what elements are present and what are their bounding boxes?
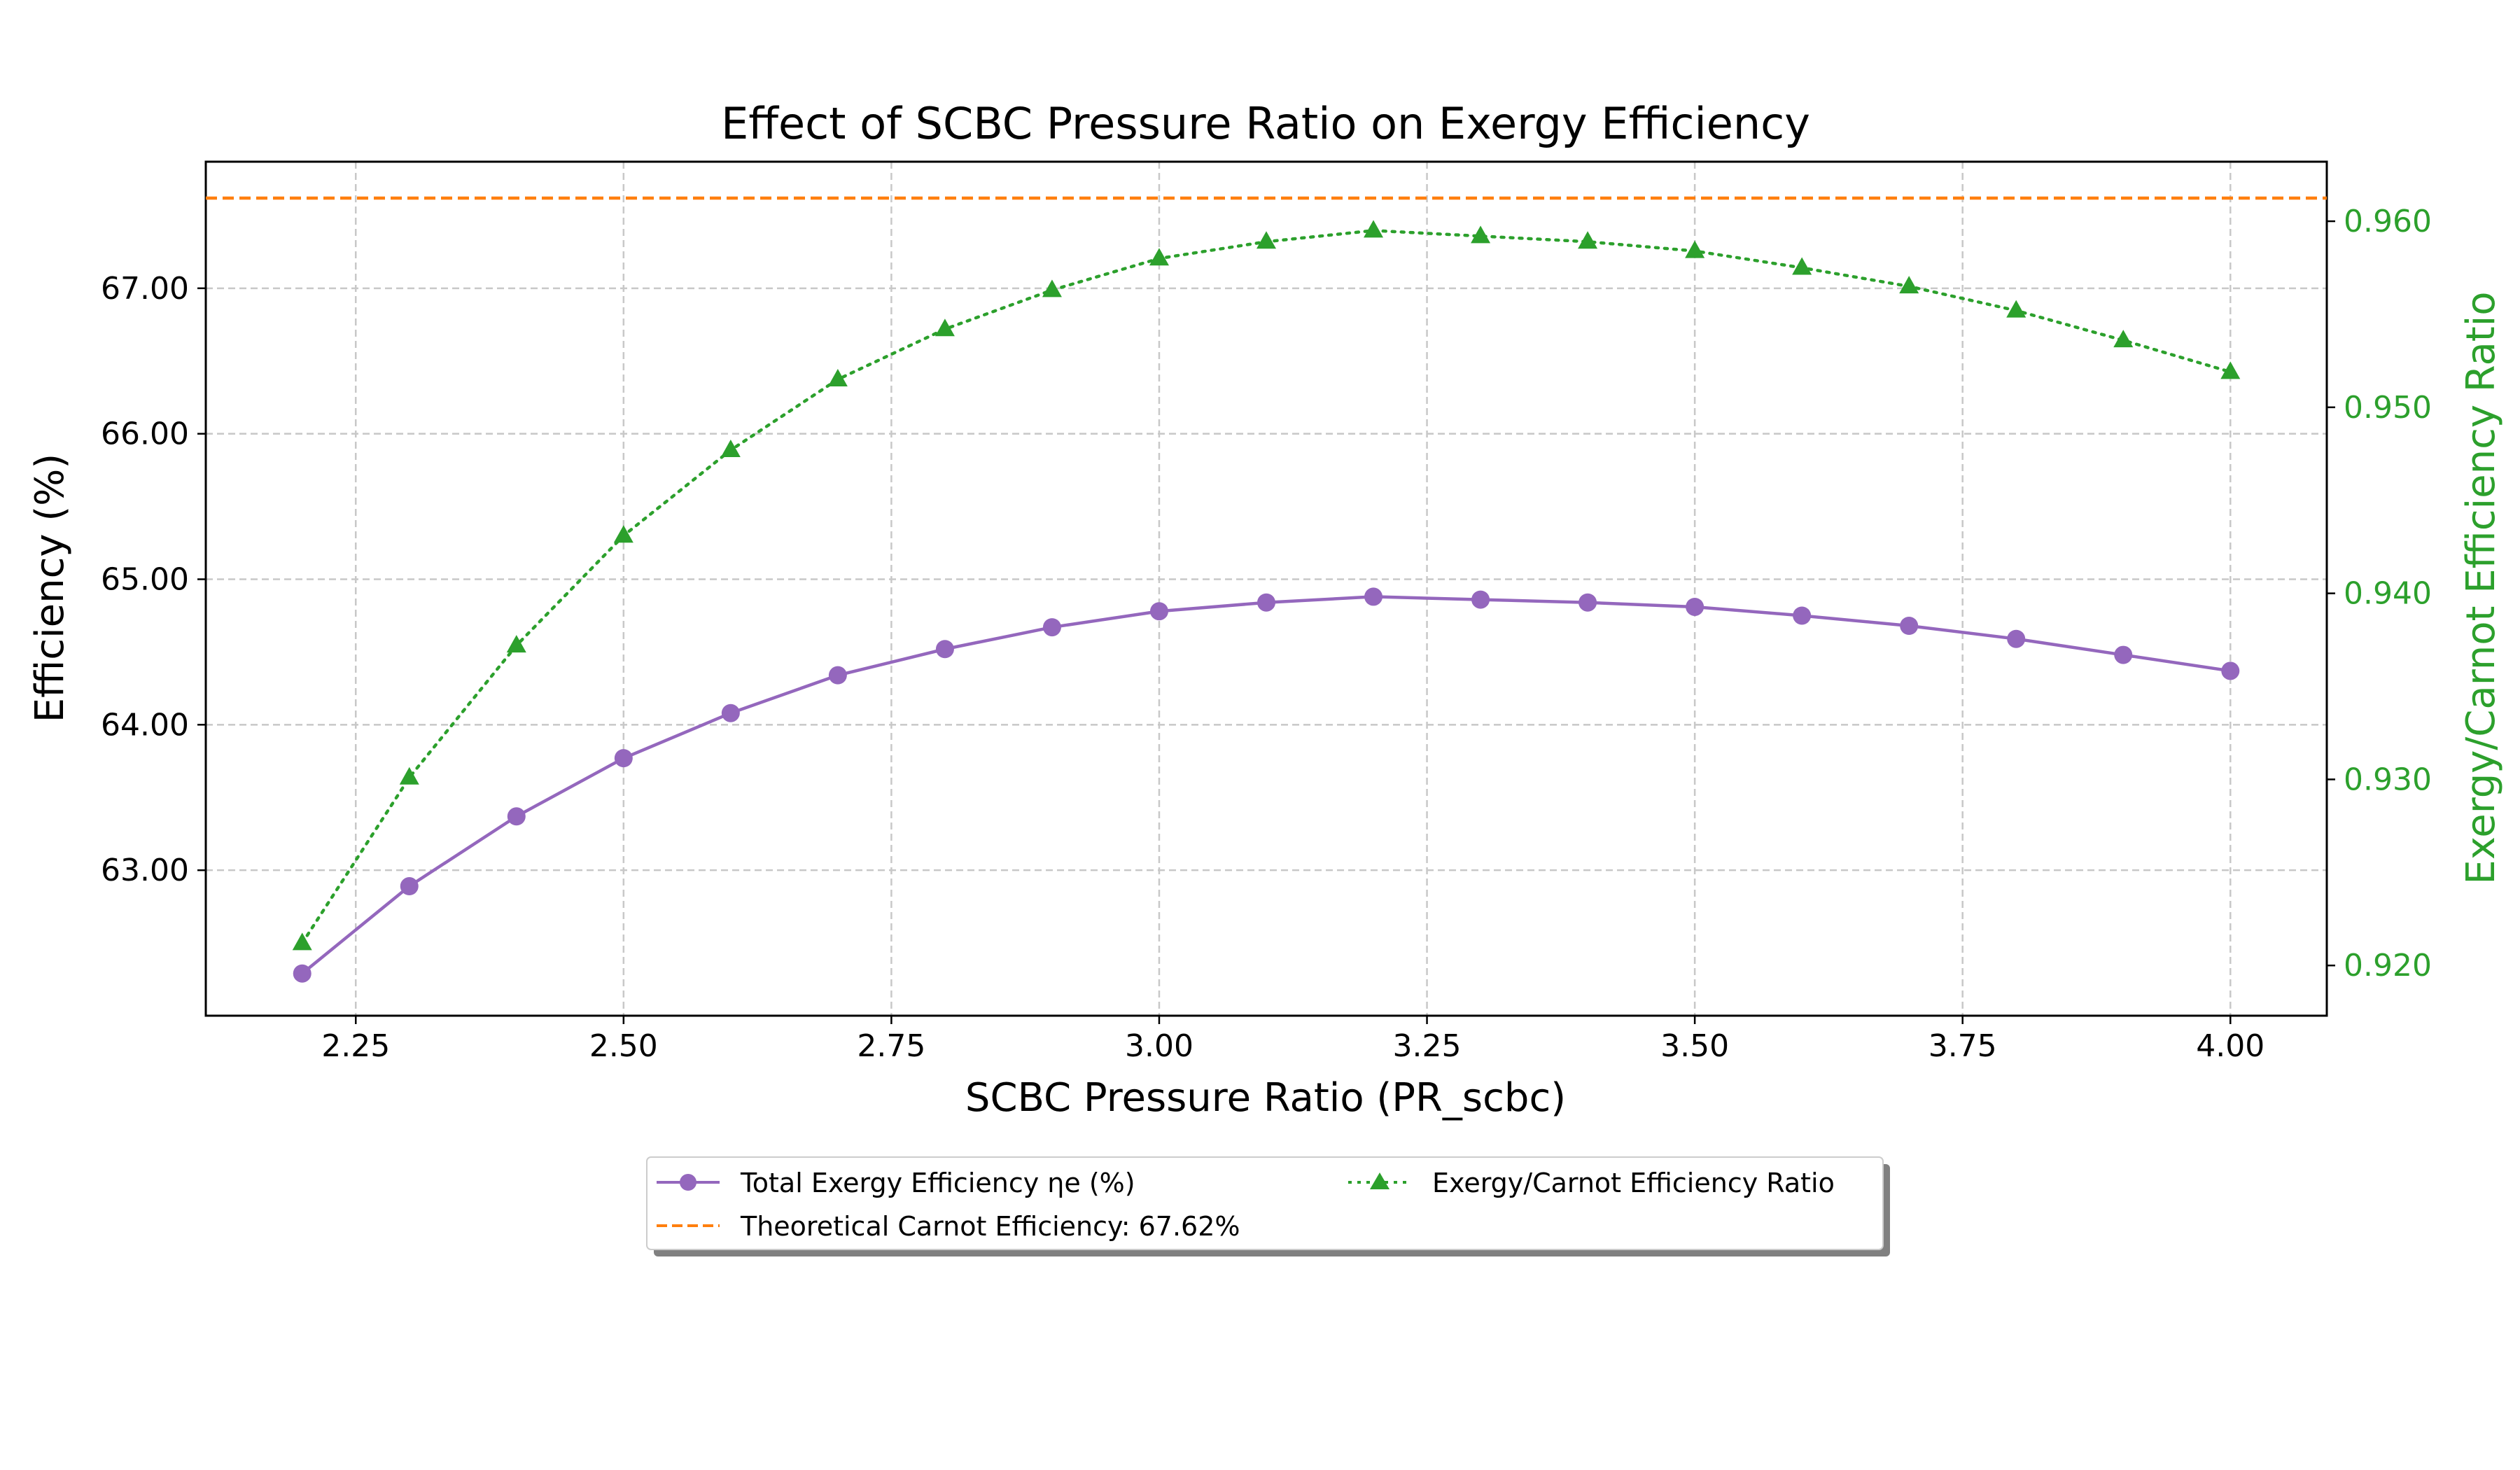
ratio-point — [2220, 361, 2241, 379]
plot-area-frame — [204, 160, 2328, 1017]
ratio-point — [506, 635, 526, 653]
right-y-tick-label: 0.950 — [2344, 390, 2432, 426]
legend-label-carnot: Theoretical Carnot Efficiency: 67.62% — [740, 1211, 1240, 1242]
exergy-point — [1900, 616, 1919, 635]
ratio-point — [1899, 276, 1919, 294]
exergy-point — [1364, 587, 1383, 606]
left-y-tick-label: 64.00 — [101, 707, 189, 743]
legend-label-ratio: Exergy/Carnot Efficiency Ratio — [1432, 1168, 1835, 1198]
right-y-axis-ticks: 0.920 0.930 0.940 0.950 0.960 — [2327, 204, 2432, 983]
x-tick-label: 3.50 — [1660, 1028, 1729, 1064]
exergy-point — [400, 877, 419, 896]
legend: Total Exergy Efficiency ηe (%) Theoretic… — [646, 1156, 1890, 1256]
x-tick-label: 2.50 — [589, 1028, 658, 1064]
exergy-point — [1257, 593, 1275, 612]
ratio-point — [1042, 279, 1062, 298]
right-y-axis-label: Exergy/Carnot Efficiency Ratio — [2458, 291, 2504, 884]
x-tick-label: 3.00 — [1125, 1028, 1194, 1064]
x-tick-label: 3.25 — [1393, 1028, 1462, 1064]
x-tick-label: 3.75 — [1928, 1028, 1997, 1064]
exergy-point — [507, 807, 526, 826]
exergy-point — [2114, 645, 2133, 664]
exergy-point — [721, 704, 740, 722]
exergy-point — [1793, 606, 1812, 625]
exergy-point — [1149, 602, 1168, 621]
series-layer — [206, 196, 2327, 983]
left-y-axis-label: Efficiency (%) — [27, 454, 73, 722]
exergy-point — [2221, 662, 2240, 680]
left-y-tick-label: 67.00 — [101, 271, 189, 307]
exergy-point — [2007, 629, 2026, 648]
exergy-point — [1471, 590, 1490, 609]
left-y-tick-label: 63.00 — [101, 853, 189, 888]
x-tick-label: 2.25 — [321, 1028, 390, 1064]
exergy-point — [614, 749, 633, 768]
legend-box — [646, 1156, 1884, 1250]
ratio-point — [1364, 220, 1384, 238]
exergy-point — [1042, 618, 1061, 637]
right-y-tick-label: 0.960 — [2344, 204, 2432, 239]
ratio-point — [1256, 231, 1276, 249]
chart-title: Effect of SCBC Pressure Ratio on Exergy … — [721, 98, 1810, 149]
x-tick-label: 4.00 — [2196, 1028, 2264, 1064]
left-y-tick-label: 66.00 — [101, 416, 189, 452]
exergy-point — [935, 640, 954, 659]
ratio-point — [1149, 248, 1169, 266]
x-axis-label: SCBC Pressure Ratio (PR_scbc) — [965, 1075, 1566, 1121]
left-y-tick-label: 65.00 — [101, 561, 189, 597]
ratio-point — [1578, 231, 1598, 249]
left-y-axis-ticks: 63.00 64.00 65.00 66.00 67.00 — [101, 271, 206, 888]
right-y-tick-label: 0.940 — [2344, 576, 2432, 612]
exergy-point — [828, 666, 847, 685]
exergy-point — [293, 964, 312, 983]
ratio-point — [1792, 257, 1812, 275]
x-axis-ticks: 2.25 2.50 2.75 3.00 3.25 3.50 3.75 4.00 — [321, 1016, 2264, 1064]
grid-lines — [206, 162, 2327, 1016]
ratio-point — [292, 932, 312, 951]
ratio-point — [934, 318, 955, 337]
legend-marker-ratio-point — [1370, 1172, 1390, 1189]
exergy-point — [1686, 597, 1704, 616]
ratio-point — [1685, 240, 1705, 258]
ratio-point — [2113, 330, 2134, 348]
x-tick-label: 2.75 — [857, 1028, 925, 1064]
right-y-tick-label: 0.930 — [2344, 762, 2432, 797]
legend-marker-exergy-point — [680, 1174, 696, 1191]
ratio-point — [1471, 225, 1491, 244]
ratio-point — [2006, 300, 2026, 318]
ratio-point — [613, 525, 634, 543]
legend-label-exergy: Total Exergy Efficiency ηe (%) — [740, 1168, 1135, 1198]
exergy-point — [1578, 593, 1597, 612]
ratio-point — [399, 766, 419, 785]
ratio-point — [827, 368, 848, 386]
ratio-point — [720, 439, 741, 457]
right-y-tick-label: 0.920 — [2344, 948, 2432, 983]
